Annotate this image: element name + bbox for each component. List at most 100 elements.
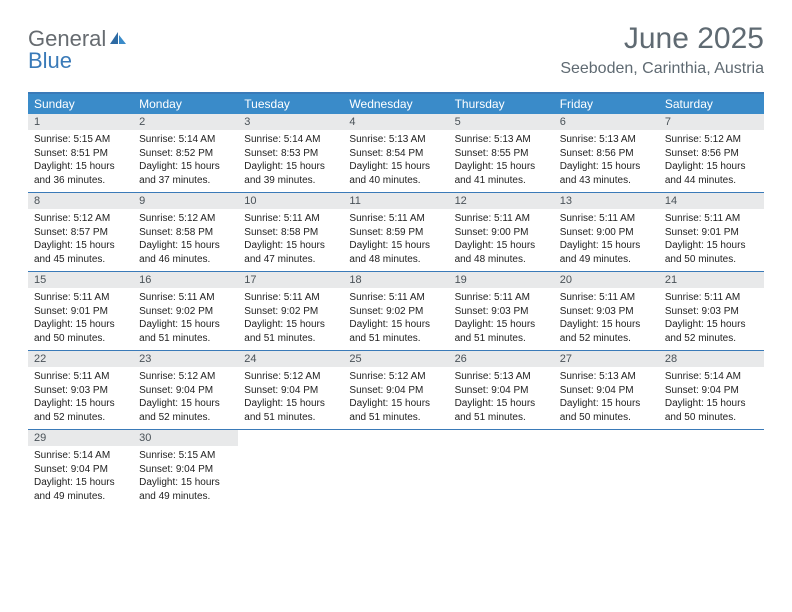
- weekday-header-cell: Saturday: [659, 94, 764, 114]
- day-number: 3: [238, 114, 343, 130]
- sunrise-line: Sunrise: 5:11 AM: [665, 291, 758, 305]
- sunrise-line: Sunrise: 5:15 AM: [139, 449, 232, 463]
- day-cell: 11Sunrise: 5:11 AMSunset: 8:59 PMDayligh…: [343, 193, 448, 271]
- sunset-line: Sunset: 9:04 PM: [455, 384, 548, 398]
- day-cell: [449, 430, 554, 508]
- day-cell: 24Sunrise: 5:12 AMSunset: 9:04 PMDayligh…: [238, 351, 343, 429]
- week-row: 29Sunrise: 5:14 AMSunset: 9:04 PMDayligh…: [28, 430, 764, 508]
- day-cell: [659, 430, 764, 508]
- sunset-line: Sunset: 8:53 PM: [244, 147, 337, 161]
- weeks-container: 1Sunrise: 5:15 AMSunset: 8:51 PMDaylight…: [28, 114, 764, 508]
- week-row: 1Sunrise: 5:15 AMSunset: 8:51 PMDaylight…: [28, 114, 764, 193]
- day-cell: 29Sunrise: 5:14 AMSunset: 9:04 PMDayligh…: [28, 430, 133, 508]
- daylight-line1: Daylight: 15 hours: [349, 397, 442, 411]
- daylight-line1: Daylight: 15 hours: [349, 318, 442, 332]
- day-body: Sunrise: 5:14 AMSunset: 8:53 PMDaylight:…: [238, 130, 343, 192]
- weekday-header-cell: Tuesday: [238, 94, 343, 114]
- sunrise-line: Sunrise: 5:11 AM: [34, 370, 127, 384]
- sunset-line: Sunset: 8:56 PM: [560, 147, 653, 161]
- daylight-line1: Daylight: 15 hours: [34, 318, 127, 332]
- daylight-line1: Daylight: 15 hours: [139, 239, 232, 253]
- day-number: 8: [28, 193, 133, 209]
- day-number: 16: [133, 272, 238, 288]
- daylight-line2: and 51 minutes.: [455, 411, 548, 425]
- day-number: 14: [659, 193, 764, 209]
- sunrise-line: Sunrise: 5:11 AM: [349, 212, 442, 226]
- daylight-line2: and 41 minutes.: [455, 174, 548, 188]
- daylight-line1: Daylight: 15 hours: [34, 397, 127, 411]
- day-number: 10: [238, 193, 343, 209]
- sunrise-line: Sunrise: 5:12 AM: [34, 212, 127, 226]
- day-number: 25: [343, 351, 448, 367]
- calendar: SundayMondayTuesdayWednesdayThursdayFrid…: [28, 92, 764, 508]
- sunset-line: Sunset: 9:04 PM: [665, 384, 758, 398]
- daylight-line1: Daylight: 15 hours: [349, 239, 442, 253]
- calendar-page: General Blue June 2025 Seeboden, Carinth…: [0, 0, 792, 530]
- sunset-line: Sunset: 9:04 PM: [560, 384, 653, 398]
- day-number: 29: [28, 430, 133, 446]
- day-body: Sunrise: 5:14 AMSunset: 9:04 PMDaylight:…: [659, 367, 764, 429]
- day-number: 13: [554, 193, 659, 209]
- sunrise-line: Sunrise: 5:11 AM: [455, 212, 548, 226]
- sunrise-line: Sunrise: 5:12 AM: [139, 370, 232, 384]
- daylight-line2: and 49 minutes.: [34, 490, 127, 504]
- sunset-line: Sunset: 9:04 PM: [349, 384, 442, 398]
- sunrise-line: Sunrise: 5:13 AM: [455, 133, 548, 147]
- sunrise-line: Sunrise: 5:11 AM: [244, 212, 337, 226]
- day-body: Sunrise: 5:15 AMSunset: 9:04 PMDaylight:…: [133, 446, 238, 508]
- daylight-line2: and 51 minutes.: [139, 332, 232, 346]
- day-number: 24: [238, 351, 343, 367]
- day-number: 22: [28, 351, 133, 367]
- day-body: Sunrise: 5:14 AMSunset: 9:04 PMDaylight:…: [28, 446, 133, 508]
- day-number: 30: [133, 430, 238, 446]
- sunrise-line: Sunrise: 5:11 AM: [349, 291, 442, 305]
- day-cell: 14Sunrise: 5:11 AMSunset: 9:01 PMDayligh…: [659, 193, 764, 271]
- logo-sail-icon: [108, 30, 128, 46]
- day-cell: [554, 430, 659, 508]
- daylight-line1: Daylight: 15 hours: [244, 239, 337, 253]
- daylight-line1: Daylight: 15 hours: [139, 160, 232, 174]
- week-row: 15Sunrise: 5:11 AMSunset: 9:01 PMDayligh…: [28, 272, 764, 351]
- sunset-line: Sunset: 9:03 PM: [34, 384, 127, 398]
- day-body: Sunrise: 5:11 AMSunset: 9:01 PMDaylight:…: [28, 288, 133, 350]
- daylight-line1: Daylight: 15 hours: [455, 397, 548, 411]
- sunset-line: Sunset: 8:59 PM: [349, 226, 442, 240]
- header: General Blue June 2025 Seeboden, Carinth…: [28, 22, 764, 78]
- daylight-line1: Daylight: 15 hours: [665, 239, 758, 253]
- daylight-line1: Daylight: 15 hours: [560, 239, 653, 253]
- sunrise-line: Sunrise: 5:14 AM: [139, 133, 232, 147]
- sunrise-line: Sunrise: 5:14 AM: [244, 133, 337, 147]
- day-number: 18: [343, 272, 448, 288]
- daylight-line1: Daylight: 15 hours: [665, 397, 758, 411]
- day-cell: 16Sunrise: 5:11 AMSunset: 9:02 PMDayligh…: [133, 272, 238, 350]
- day-body: Sunrise: 5:13 AMSunset: 8:54 PMDaylight:…: [343, 130, 448, 192]
- day-body: Sunrise: 5:11 AMSunset: 9:00 PMDaylight:…: [554, 209, 659, 271]
- daylight-line2: and 36 minutes.: [34, 174, 127, 188]
- sunset-line: Sunset: 9:02 PM: [244, 305, 337, 319]
- logo: General Blue: [28, 28, 128, 72]
- daylight-line2: and 44 minutes.: [665, 174, 758, 188]
- day-cell: 17Sunrise: 5:11 AMSunset: 9:02 PMDayligh…: [238, 272, 343, 350]
- weekday-header-cell: Wednesday: [343, 94, 448, 114]
- day-body: Sunrise: 5:14 AMSunset: 8:52 PMDaylight:…: [133, 130, 238, 192]
- day-cell: 6Sunrise: 5:13 AMSunset: 8:56 PMDaylight…: [554, 114, 659, 192]
- daylight-line2: and 52 minutes.: [139, 411, 232, 425]
- daylight-line2: and 52 minutes.: [34, 411, 127, 425]
- sunrise-line: Sunrise: 5:11 AM: [139, 291, 232, 305]
- day-body: Sunrise: 5:11 AMSunset: 9:02 PMDaylight:…: [238, 288, 343, 350]
- day-body: Sunrise: 5:11 AMSunset: 8:59 PMDaylight:…: [343, 209, 448, 271]
- week-row: 22Sunrise: 5:11 AMSunset: 9:03 PMDayligh…: [28, 351, 764, 430]
- sunset-line: Sunset: 9:01 PM: [34, 305, 127, 319]
- month-title: June 2025: [560, 22, 764, 56]
- daylight-line2: and 46 minutes.: [139, 253, 232, 267]
- sunrise-line: Sunrise: 5:13 AM: [349, 133, 442, 147]
- daylight-line1: Daylight: 15 hours: [34, 476, 127, 490]
- weekday-header-cell: Friday: [554, 94, 659, 114]
- sunset-line: Sunset: 9:02 PM: [349, 305, 442, 319]
- day-body: Sunrise: 5:11 AMSunset: 9:03 PMDaylight:…: [659, 288, 764, 350]
- day-cell: 8Sunrise: 5:12 AMSunset: 8:57 PMDaylight…: [28, 193, 133, 271]
- daylight-line2: and 48 minutes.: [455, 253, 548, 267]
- daylight-line2: and 51 minutes.: [244, 332, 337, 346]
- daylight-line2: and 49 minutes.: [560, 253, 653, 267]
- daylight-line2: and 51 minutes.: [455, 332, 548, 346]
